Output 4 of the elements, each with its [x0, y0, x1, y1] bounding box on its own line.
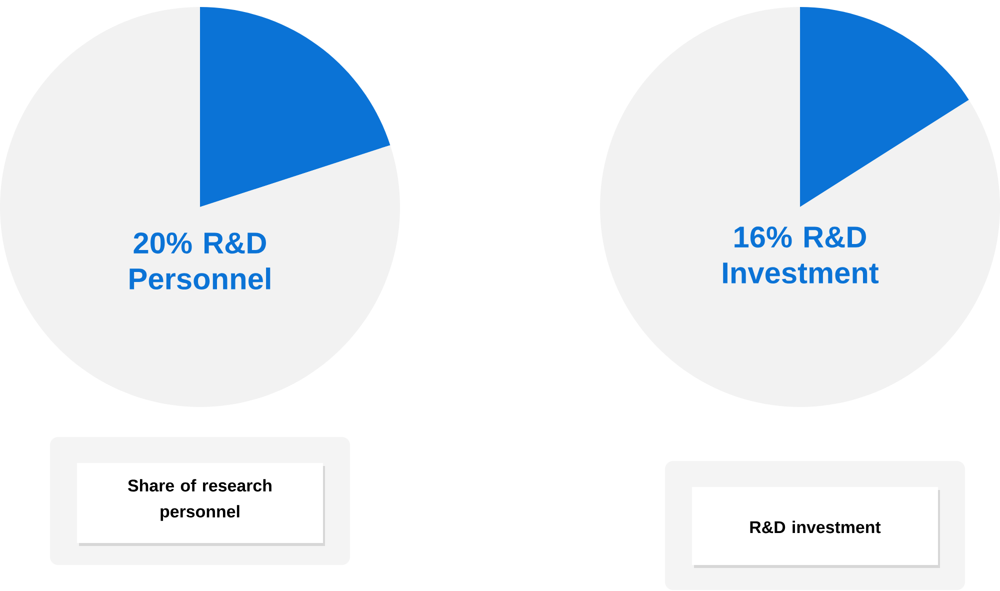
text: 20% R&D Personnel — [130, 232, 270, 290]
text: R&D investment — [750, 520, 881, 534]
text: 16% R&D Investment — [723, 226, 879, 284]
text: Share of research personnel — [128, 479, 272, 521]
